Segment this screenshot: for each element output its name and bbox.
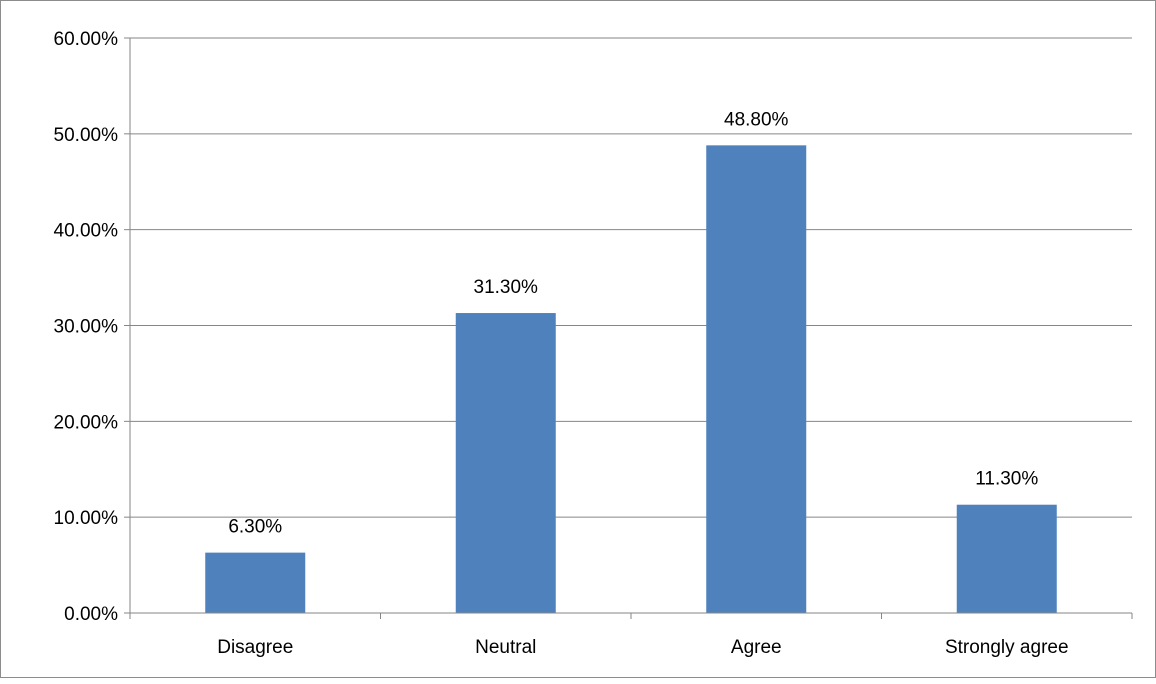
y-tick-label: 60.00% — [54, 29, 119, 50]
data-label: 11.30% — [975, 469, 1038, 490]
y-tick-label: 0.00% — [64, 604, 118, 625]
y-tick-label: 30.00% — [54, 317, 119, 338]
bar — [956, 504, 1057, 613]
bar — [706, 145, 807, 614]
bars — [205, 145, 1057, 614]
y-tick-label: 20.00% — [54, 412, 119, 433]
data-label: 6.30% — [228, 517, 282, 538]
data-label: 48.80% — [724, 109, 789, 130]
y-tick-label: 40.00% — [54, 221, 119, 242]
x-tick-label: Disagree — [217, 637, 293, 658]
axes — [124, 37, 1133, 619]
x-tick-label: Agree — [731, 637, 782, 658]
bar — [455, 313, 556, 613]
labels: 0.00% 10.00% 20.00% 30.00% 40.00% 50.00% 60.00… — [54, 29, 1069, 658]
bar — [205, 552, 306, 613]
x-tick-label: Strongly agree — [945, 637, 1069, 658]
x-tick-label: Neutral — [475, 637, 536, 658]
data-label: 31.30% — [474, 277, 539, 298]
y-tick-label: 10.00% — [54, 508, 119, 529]
gridlines — [130, 37, 1132, 518]
y-tick-label: 50.00% — [54, 125, 119, 146]
